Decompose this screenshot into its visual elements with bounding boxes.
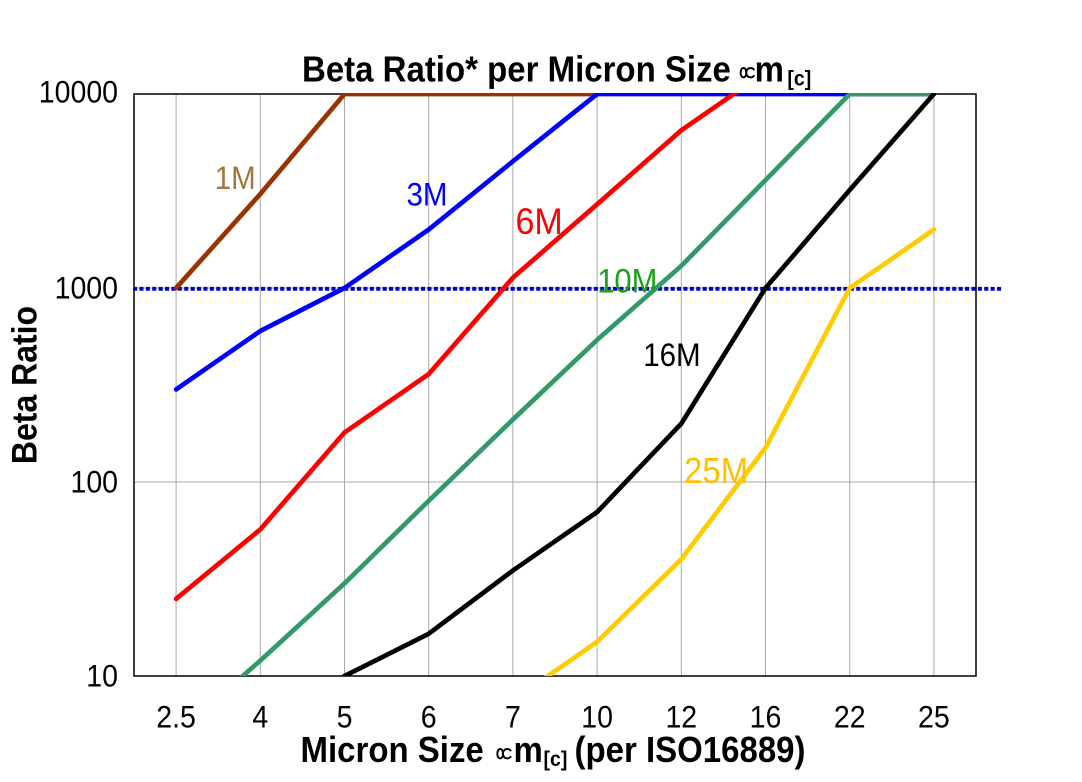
svg-text:2.5: 2.5	[156, 700, 196, 735]
svg-text:5: 5	[337, 700, 353, 735]
svg-text:Micron Size: Micron Size	[301, 730, 484, 770]
svg-text:25M: 25M	[684, 452, 748, 492]
svg-text:16: 16	[750, 700, 782, 735]
svg-text:16M: 16M	[643, 337, 700, 374]
svg-text:10: 10	[86, 659, 118, 694]
svg-text:Beta Ratio: Beta Ratio	[6, 306, 45, 464]
svg-text:25: 25	[918, 700, 950, 735]
svg-text:m: m	[755, 50, 784, 90]
svg-text:100: 100	[70, 465, 118, 500]
svg-text:[c]: [c]	[787, 67, 811, 91]
svg-text:m: m	[514, 730, 543, 770]
svg-text:(per ISO16889): (per ISO16889)	[575, 730, 806, 770]
svg-text:4: 4	[252, 700, 268, 735]
svg-text:22: 22	[834, 700, 866, 735]
svg-text:Beta Ratio* per Micron Size: Beta Ratio* per Micron Size	[302, 50, 731, 90]
svg-text:3M: 3M	[407, 176, 448, 213]
svg-text:7: 7	[505, 700, 521, 735]
svg-text:6M: 6M	[516, 201, 563, 243]
svg-text:6: 6	[421, 700, 437, 735]
svg-text:10: 10	[581, 700, 613, 735]
svg-text:[c]: [c]	[544, 747, 568, 771]
svg-text:1000: 1000	[55, 271, 118, 306]
svg-text:12: 12	[665, 700, 697, 735]
svg-text:10000: 10000	[39, 75, 118, 110]
svg-text:1M: 1M	[215, 160, 256, 197]
svg-text:10M: 10M	[597, 262, 657, 300]
